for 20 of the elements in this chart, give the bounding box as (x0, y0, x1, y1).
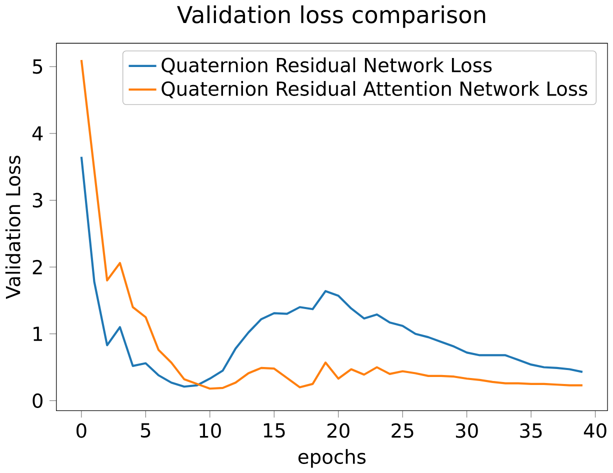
legend-label: Quaternion Residual Network Loss (162, 57, 492, 75)
y-tick-label: 5 (32, 59, 42, 74)
x-tick-label: 35 (520, 423, 542, 438)
x-axis-title: epochs (298, 448, 366, 468)
legend-label: Quaternion Residual Attention Network Loss (162, 80, 588, 98)
y-tick-label: 3 (32, 192, 42, 208)
x-tick-label: 25 (392, 423, 414, 438)
x-tick-label: 20 (327, 423, 350, 438)
x-tick-label: 15 (264, 423, 285, 438)
y-axis-title: Validation Loss (5, 156, 20, 299)
y-tick-label: 4 (32, 126, 43, 140)
x-tick-label: 10 (200, 423, 221, 438)
x-tick-label: 30 (456, 423, 478, 438)
y-tick-label: 0 (32, 393, 42, 408)
x-tick-label: 5 (140, 423, 150, 438)
x-tick-label: 40 (584, 423, 606, 438)
x-tick-label: 0 (76, 423, 86, 438)
y-tick-label: 1 (34, 326, 42, 341)
y-tick-label: 2 (32, 260, 42, 274)
chart-title: Validation loss comparison (177, 5, 486, 28)
